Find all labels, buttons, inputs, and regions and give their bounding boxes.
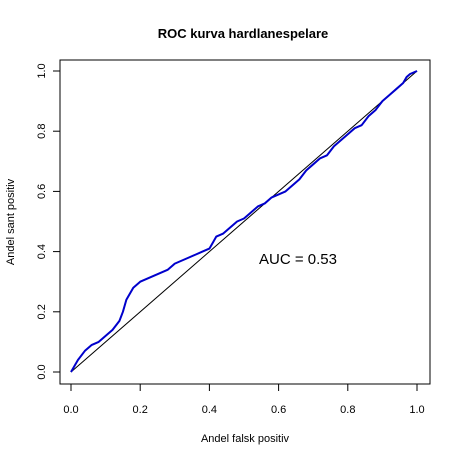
y-axis: 0.0 0.2 0.4 0.6 0.8 1.0	[36, 63, 61, 380]
y-tick-label: 0.0	[36, 364, 48, 379]
y-tick-label: 0.6	[36, 184, 48, 199]
chart-title: ROC kurva hardlanespelare	[158, 26, 329, 41]
x-tick-label: 0.8	[340, 404, 355, 416]
y-tick-label: 1.0	[36, 63, 48, 78]
roc-curve-line	[70, 70, 418, 373]
reference-diagonal-line	[70, 70, 418, 373]
x-tick-label: 0.0	[63, 404, 78, 416]
y-axis-label: Andel sant positiv	[5, 178, 17, 265]
x-tick-label: 0.2	[133, 404, 148, 416]
auc-annotation: AUC = 0.53	[259, 251, 337, 268]
y-tick-label: 0.8	[36, 124, 48, 139]
x-tick-label: 1.0	[409, 404, 424, 416]
y-tick-label: 0.4	[36, 244, 48, 259]
x-tick-label: 0.6	[271, 404, 286, 416]
plot-area	[70, 70, 418, 373]
x-tick-label: 0.4	[202, 404, 217, 416]
x-axis: 0.0 0.2 0.4 0.6 0.8 1.0	[63, 383, 425, 416]
x-axis-label: Andel falsk positiv	[201, 433, 290, 445]
y-tick-label: 0.2	[36, 304, 48, 319]
